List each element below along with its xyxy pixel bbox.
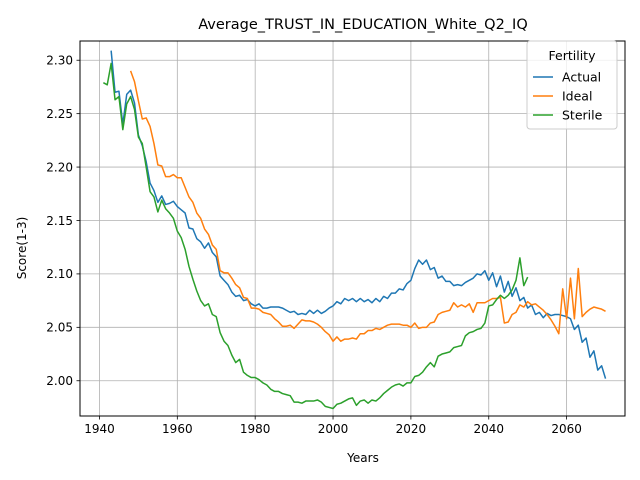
y-tick-label: 2.00: [46, 374, 73, 388]
axis-ticks: 1940 1960 1980 2000 2020 2040 2060 2.00 2.05 2.10…: [46, 54, 582, 436]
plot-frame: [79, 40, 626, 417]
legend-label-ideal: Ideal: [562, 89, 592, 104]
y-tick-label: 2.15: [46, 214, 73, 228]
y-tick-label: 2.25: [46, 107, 73, 121]
legend-box: [526, 40, 618, 130]
legend: Fertility Actual Ideal Sterile: [526, 40, 618, 130]
legend-entries: Actual Ideal Sterile: [533, 70, 603, 123]
x-tick-label: 1940: [84, 422, 115, 436]
y-tick-label: 2.10: [46, 267, 73, 281]
legend-title: Fertility: [549, 48, 597, 63]
x-tick-label: 1960: [162, 422, 193, 436]
x-tick-label: 2040: [473, 422, 504, 436]
series-lines: [102, 50, 607, 410]
series-line-sterile: [102, 62, 529, 410]
y-tick-label: 2.05: [46, 321, 73, 335]
x-tick-label: 2000: [318, 422, 349, 436]
x-tick-label: 2020: [396, 422, 427, 436]
series-line-actual: [110, 50, 607, 379]
x-axis-title: Years: [346, 451, 379, 465]
legend-label-sterile: Sterile: [562, 108, 603, 123]
y-tick-label: 2.20: [46, 160, 73, 174]
y-tick-label: 2.30: [46, 54, 73, 68]
series-line-ideal: [129, 70, 606, 342]
grid: [80, 41, 625, 416]
x-tick-label: 2060: [551, 422, 582, 436]
y-axis-title: Score(1-3): [15, 217, 29, 280]
chart-title: Average_TRUST_IN_EDUCATION_White_Q2_IQ: [198, 17, 528, 33]
legend-label-actual: Actual: [562, 70, 601, 85]
x-tick-label: 1980: [240, 422, 271, 436]
